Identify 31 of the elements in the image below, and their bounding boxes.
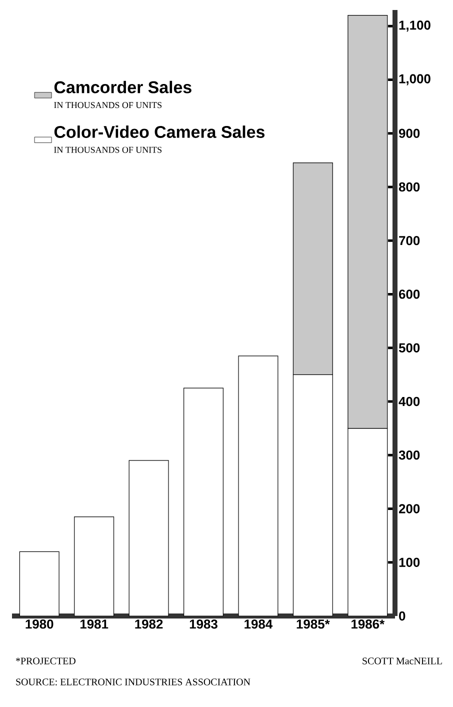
y-tick-label: 500 — [398, 343, 420, 352]
x-tick-label: 1982 — [135, 620, 163, 629]
text: *PROJECTED — [16, 658, 76, 664]
legend-label: Color-Video Camera Sales — [54, 126, 264, 138]
bar — [184, 388, 224, 616]
y-tick-label: 0 — [399, 611, 406, 621]
y-tick-label: 600 — [398, 290, 420, 299]
bar — [128, 460, 169, 616]
legend-label: Camcorder Sales — [54, 80, 192, 94]
y-tick-label: 700 — [399, 236, 420, 246]
y-tick-label: 800 — [398, 182, 420, 192]
y-tick-label: 1,000 — [399, 74, 430, 86]
y-tick-label: 1,100 — [399, 20, 430, 32]
y-tick-label: 300 — [398, 450, 420, 460]
x-tick-label: 1980 — [26, 620, 54, 629]
annotation: IN THOUSANDS OF UNITS — [54, 102, 162, 108]
x-tick-label: 1986* — [352, 620, 385, 629]
annotation: IN THOUSANDS OF UNITS — [54, 146, 162, 153]
bar — [74, 516, 114, 616]
bar — [19, 551, 60, 616]
bar — [238, 356, 278, 616]
x-tick-label: 1984 — [244, 620, 273, 629]
x-tick-label: 1985* — [296, 620, 330, 629]
x-tick-label: 1983 — [190, 620, 218, 629]
y-tick-label: 900 — [398, 128, 420, 138]
text: SCOTT MacNEILL — [362, 658, 442, 664]
x-tick-label: 1981 — [80, 620, 108, 629]
y-tick-label: 200 — [398, 504, 420, 514]
source-note: SOURCE: ELECTRONIC INDUSTRIES ASSOCIATION — [16, 678, 250, 686]
y-tick-label: 400 — [398, 396, 420, 406]
y-tick-label: 100 — [399, 558, 420, 567]
